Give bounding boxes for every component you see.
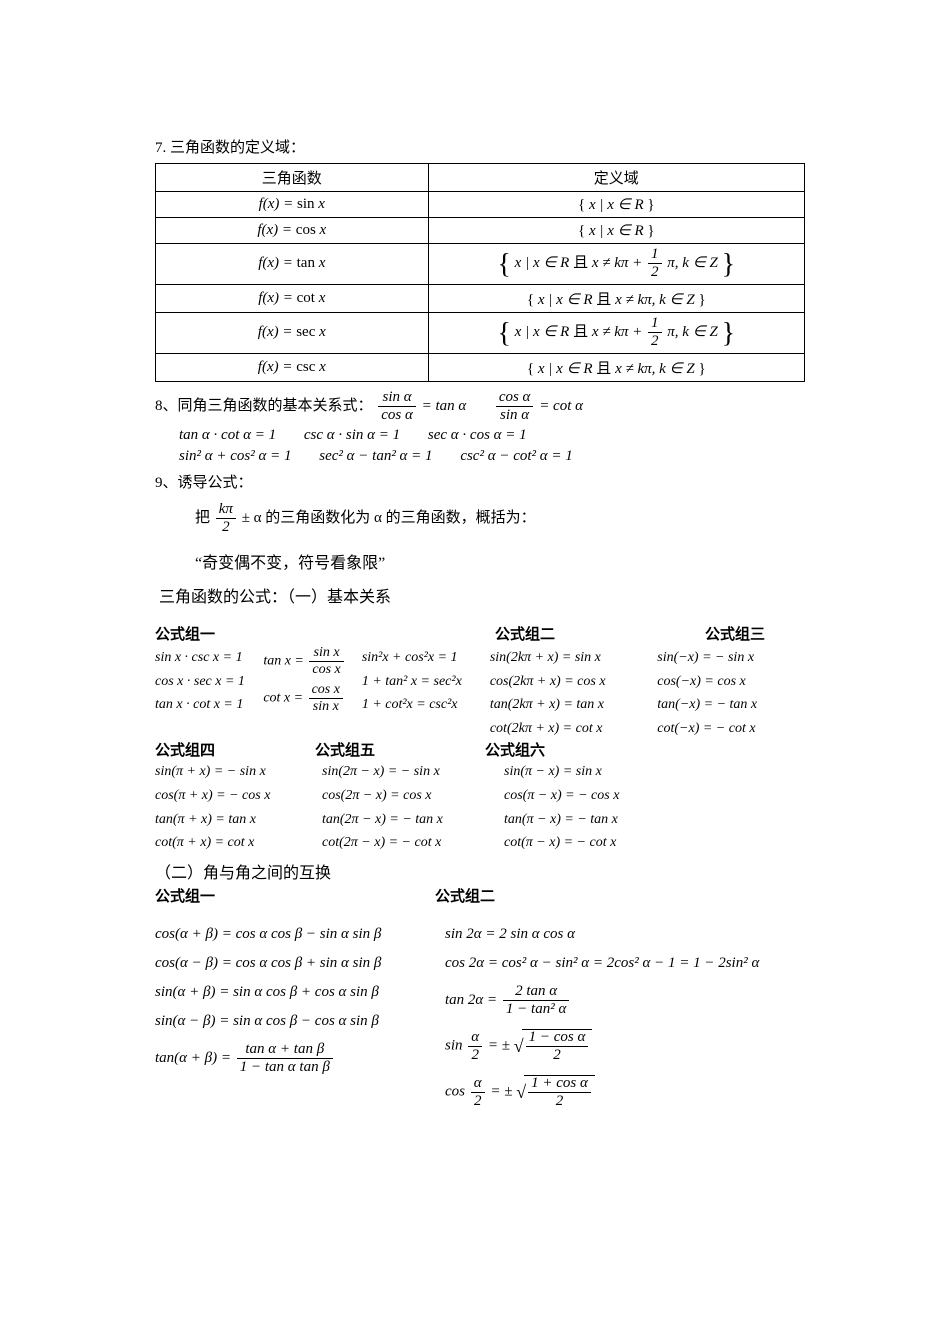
section-two-title: （二）角与角之间的互换 [155, 859, 805, 883]
eq: cos(α − β) = cos α cos β + sin α sin β [155, 955, 415, 972]
eq: tan(−x) = − tan x [657, 693, 805, 717]
table-cell-domain: { x | x ∈ R 且 x ≠ kπ, k ∈ Z } [428, 353, 804, 381]
pairs-left-title: 公式组一 [155, 885, 435, 906]
eq: 1 + tan² x = sec²x [362, 670, 490, 694]
eq: tan(2kπ + x) = tan x [490, 693, 657, 717]
eq: tan 2α = 2 tan α1 − tan² α [445, 984, 759, 1017]
pairs-right-title: 公式组二 [435, 885, 495, 906]
eq: cos(2kπ + x) = cos x [490, 670, 657, 694]
eq: cos αsin α = cot α [494, 398, 583, 414]
eq: cos(π − x) = − cos x [504, 784, 654, 808]
eq: sin(2kπ + x) = sin x [490, 646, 657, 670]
eq: cot(2π − x) = − cot x [322, 831, 482, 855]
eq: sin(2π − x) = − sin x [322, 760, 482, 784]
eq: cos(α + β) = cos α cos β − sin α sin β [155, 926, 415, 943]
pairs-right-col: sin 2α = 2 sin α cos α cos 2α = cos² α −… [445, 914, 759, 1121]
table-cell-func: f(x) = sec x [156, 312, 429, 353]
group5-col: sin(2π − x) = − sin xcos(2π − x) = cos x… [322, 760, 482, 855]
table-cell-func: f(x) = cot x [156, 284, 429, 312]
table-cell-func: f(x) = csc x [156, 353, 429, 381]
eq: tan(α + β) = tan α + tan β1 − tan α tan … [155, 1042, 415, 1075]
eq: sin(π − x) = sin x [504, 760, 654, 784]
eq: sin 2α = 2 sin α cos α [445, 926, 759, 943]
eq: tan(π + x) = tan x [155, 808, 300, 832]
eq: cos(2π − x) = cos x [322, 784, 482, 808]
group5-title: 公式组五 [315, 739, 485, 760]
group4-title: 公式组四 [155, 739, 315, 760]
eq: sin α2 = ± 1 − cos α2 [445, 1029, 759, 1063]
eq: sin(α − β) = sin α cos β − cos α sin β [155, 1013, 415, 1030]
section9-intro: 把 kπ2 ± α 的三角函数化为 α 的三角函数，概括为： [195, 502, 805, 535]
group3-title: 公式组三 [665, 623, 805, 644]
group1-col3: sin²x + cos²x = 11 + tan² x = sec²x1 + c… [362, 646, 490, 717]
eq: cot(π + x) = cot x [155, 831, 300, 855]
group3-col: sin(−x) = − sin xcos(−x) = cos xtan(−x) … [657, 646, 805, 741]
section8-title-text: 8、同角三角函数的基本关系式： [155, 398, 373, 414]
eq: cos(−x) = cos x [657, 670, 805, 694]
eq: sin αcos α = tan α [376, 398, 470, 414]
table-cell-domain: { x | x ∈ R } [428, 192, 804, 218]
group1-col1: sin x · csc x = 1cos x · sec x = 1tan x … [155, 646, 263, 717]
group6-title: 公式组六 [485, 739, 635, 760]
section9-quote: “奇变偶不变，符号看象限” [195, 549, 805, 573]
table-cell-domain: { x | x ∈ R } [428, 218, 804, 244]
section9-title: 9、诱导公式： [155, 471, 805, 492]
eq-row: sin² α + cos² α = 1 sec² α − tan² α = 1 … [179, 448, 805, 465]
domain-table: 三角函数 定义域 f(x) = sin x{ x | x ∈ R }f(x) =… [155, 163, 805, 382]
eq: cot(π − x) = − cot x [504, 831, 654, 855]
eq: cos 2α = cos² α − sin² α = 2cos² α − 1 =… [445, 955, 759, 972]
eq: sin(−x) = − sin x [657, 646, 805, 670]
group1-col2: tan x = sin xcos x cot x = cos xsin x [263, 646, 361, 714]
eq: cot(−x) = − cot x [657, 717, 805, 741]
group2-title: 公式组二 [495, 623, 665, 644]
section8-title: 8、同角三角函数的基本关系式： sin αcos α = tan α cos α… [155, 398, 583, 414]
eq: cot(2kπ + x) = cot x [490, 717, 657, 741]
table-cell-domain: { x | x ∈ R 且 x ≠ kπ + 12 π, k ∈ Z } [428, 312, 804, 353]
table-cell-domain: { x | x ∈ R 且 x ≠ kπ, k ∈ Z } [428, 284, 804, 312]
eq: sin(π + x) = − sin x [155, 760, 300, 784]
eq: cos x · sec x = 1 [155, 670, 263, 694]
eq: tan(2π − x) = − tan x [322, 808, 482, 832]
pairs-left-col: cos(α + β) = cos α cos β − sin α sin β c… [155, 914, 415, 1087]
eq: sin x · csc x = 1 [155, 646, 263, 670]
group2-col: sin(2kπ + x) = sin xcos(2kπ + x) = cos x… [490, 646, 657, 741]
section7-title: 7. 三角函数的定义域： [155, 136, 805, 157]
table-cell-domain: { x | x ∈ R 且 x ≠ kπ + 12 π, k ∈ Z } [428, 244, 804, 285]
eq: cos(π + x) = − cos x [155, 784, 300, 808]
eq: tan(π − x) = − tan x [504, 808, 654, 832]
group1-title: 公式组一 [155, 623, 495, 644]
table-cell-func: f(x) = sin x [156, 192, 429, 218]
table-header: 三角函数 [156, 164, 429, 192]
table-header: 定义域 [428, 164, 804, 192]
eq: sin²x + cos²x = 1 [362, 646, 490, 670]
eq: sin(α + β) = sin α cos β + cos α sin β [155, 984, 415, 1001]
eq-row: tan α · cot α = 1 csc α · sin α = 1 sec … [179, 427, 805, 444]
table-cell-func: f(x) = tan x [156, 244, 429, 285]
group4-col: sin(π + x) = − sin xcos(π + x) = − cos x… [155, 760, 300, 855]
eq: tan x · cot x = 1 [155, 693, 263, 717]
table-cell-func: f(x) = cos x [156, 218, 429, 244]
group6-col: sin(π − x) = sin xcos(π − x) = − cos xta… [504, 760, 654, 855]
eq: cos α2 = ± 1 + cos α2 [445, 1075, 759, 1109]
eq: 1 + cot²x = csc²x [362, 693, 490, 717]
section9-sub1: 三角函数的公式：（一）基本关系 [159, 583, 805, 607]
